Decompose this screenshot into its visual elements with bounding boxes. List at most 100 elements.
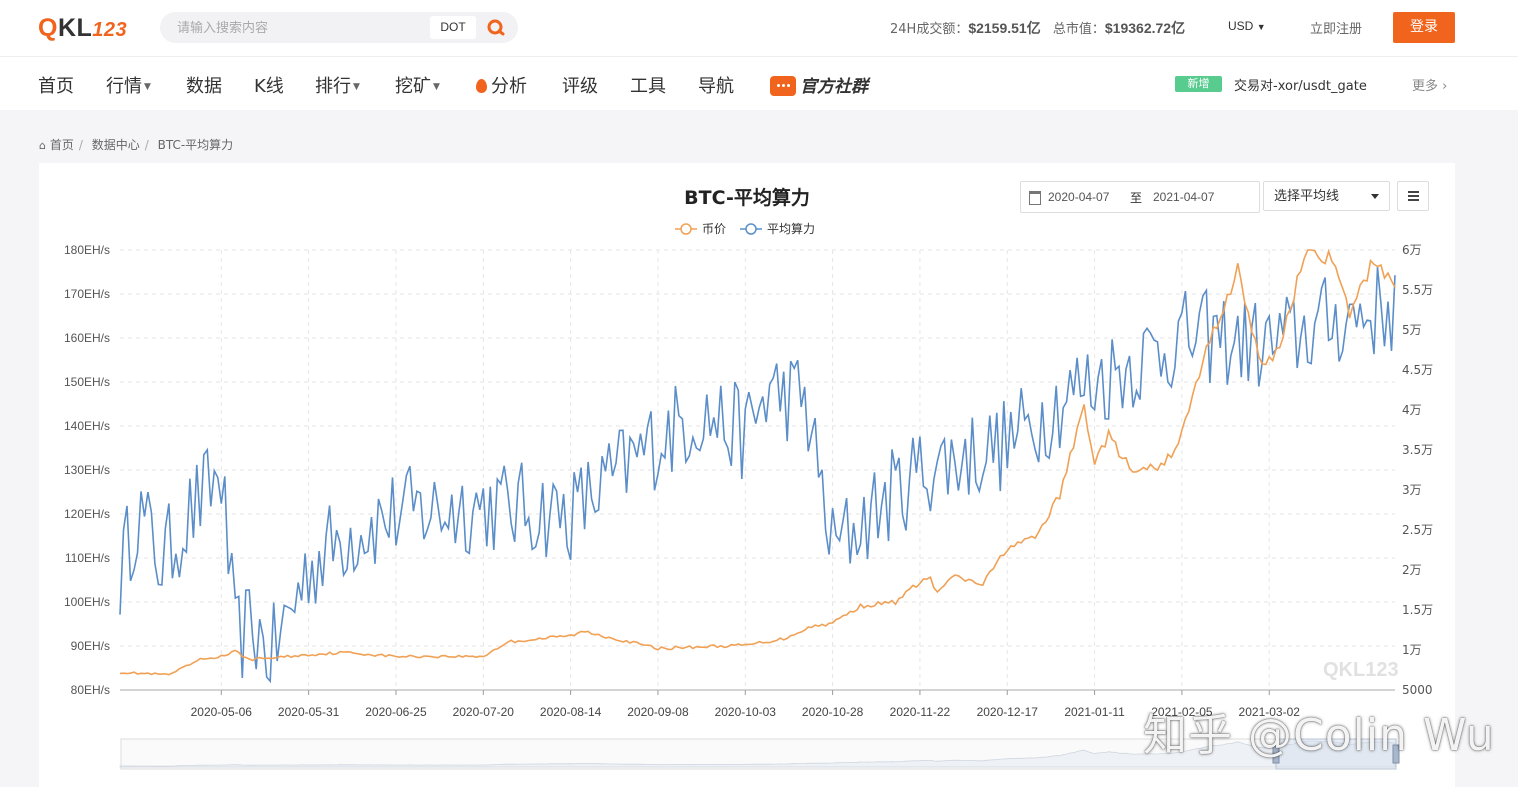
x-tick-label: 2020-07-20	[453, 705, 515, 719]
y-right-tick-label: 1万	[1402, 643, 1422, 657]
x-tick-label: 2020-10-28	[802, 705, 864, 719]
date-range-picker[interactable]: 2020-04-07 至 2021-04-07	[1020, 181, 1260, 213]
series-line-hashrate	[119, 267, 1396, 684]
chat-bubble-icon	[770, 76, 796, 96]
caret-down-icon: ▼	[353, 82, 360, 92]
nav-tools[interactable]: 工具	[630, 76, 666, 97]
y-right-tick-label: 6万	[1402, 243, 1422, 257]
calendar-icon	[1029, 191, 1041, 205]
y-right-tick-label: 3.5万	[1402, 443, 1433, 457]
market-stats: 24H成交额：$2159.51亿 总市值：$19362.72亿	[890, 18, 1185, 38]
nav-market[interactable]: 行情 ▼	[106, 76, 151, 97]
search-box: DOT	[160, 12, 518, 45]
flame-icon	[476, 79, 487, 93]
volume-label: 24H成交额：	[890, 22, 969, 37]
caret-down-icon: ▼	[144, 82, 151, 92]
x-tick-label: 2021-03-02	[1239, 705, 1301, 719]
mcap-value: $19362.72亿	[1104, 20, 1186, 36]
register-link[interactable]: 立即注册	[1310, 22, 1363, 37]
nav-ranking[interactable]: 排行 ▼	[315, 76, 360, 97]
x-tick-label: 2020-05-31	[278, 705, 340, 719]
top-header: QKL123 DOT 24H成交额：$2159.51亿 总市值：$19362.7…	[0, 0, 1518, 56]
y-left-tick-label: 90EH/s	[71, 639, 110, 653]
y-left-tick-label: 160EH/s	[64, 331, 110, 345]
legend-label: 平均算力	[767, 221, 815, 236]
zoom-window	[1275, 738, 1397, 770]
main-nav: 首页 行情 ▼ 数据 K线 排行 ▼ 挖矿 ▼ 分析 评级 工具 导航 官方社群 新增…	[0, 56, 1518, 110]
zoom-handle-right	[1392, 744, 1400, 764]
nav-home[interactable]: 首页	[38, 76, 74, 97]
y-left-tick-label: 170EH/s	[64, 287, 110, 301]
caret-down-icon	[1371, 194, 1379, 199]
y-left-tick-label: 80EH/s	[71, 683, 110, 697]
nav-rating[interactable]: 评级	[562, 76, 598, 97]
y-left-tick-label: 130EH/s	[64, 463, 110, 477]
y-left-tick-label: 110EH/s	[65, 551, 110, 565]
chart-menu-button[interactable]	[1397, 181, 1429, 211]
x-tick-label: 2020-05-06	[191, 705, 253, 719]
zoom-preview	[119, 740, 1396, 768]
caret-down-icon: ▼	[1256, 22, 1266, 32]
caret-down-icon: ▼	[433, 82, 440, 92]
date-from[interactable]: 2020-04-07	[1048, 190, 1110, 204]
site-logo[interactable]: QKL123	[38, 14, 128, 42]
x-tick-label: 2020-09-08	[627, 705, 689, 719]
x-tick-label: 2020-12-17	[977, 705, 1039, 719]
date-to[interactable]: 2021-04-07	[1153, 190, 1215, 204]
x-tick-label: 2020-08-14	[540, 705, 602, 719]
chevron-right-icon: ›	[1442, 79, 1448, 94]
nav-data[interactable]: 数据	[186, 76, 222, 97]
y-right-tick-label: 2.5万	[1402, 523, 1433, 537]
y-right-tick-label: 5.5万	[1402, 283, 1433, 297]
y-left-tick-label: 140EH/s	[64, 419, 110, 433]
legend-item-0: 币价	[675, 222, 726, 236]
y-right-tick-label: 2万	[1402, 563, 1422, 577]
y-right-tick-label: 4万	[1402, 403, 1422, 417]
legend-item-1: 平均算力	[740, 221, 815, 236]
zoom-handle-left	[1272, 744, 1280, 764]
y-right-tick-label: 5万	[1402, 323, 1422, 337]
y-left-tick-label: 100EH/s	[64, 595, 110, 609]
x-tick-label: 2021-02-05	[1151, 705, 1213, 719]
breadcrumb-current: BTC-平均算力	[157, 138, 234, 152]
legend-marker	[680, 223, 692, 235]
nav-community[interactable]: 官方社群	[770, 72, 868, 97]
currency-select[interactable]: USD ▼	[1228, 19, 1266, 33]
legend-marker	[745, 223, 757, 235]
x-tick-label: 2020-10-03	[715, 705, 777, 719]
y-right-tick-label: 4.5万	[1402, 363, 1433, 377]
y-right-tick-label: 3万	[1402, 483, 1422, 497]
breadcrumb: ⌂ 首页 / 数据中心 / BTC-平均算力	[39, 138, 234, 152]
new-badge: 新增	[1175, 76, 1222, 92]
series-line-price	[119, 248, 1396, 676]
moving-average-select[interactable]: 选择平均线	[1263, 181, 1390, 211]
date-separator: 至	[1130, 191, 1143, 205]
nav-analysis[interactable]: 分析	[476, 72, 527, 98]
x-tick-label: 2020-06-25	[365, 705, 427, 719]
search-icon[interactable]	[486, 18, 506, 38]
chart-logo-watermark: QKL123	[1323, 659, 1399, 681]
chart-card: 2020-04-07 至 2021-04-07 选择平均线 BTC-平均算力币价…	[39, 163, 1455, 787]
y-left-tick-label: 180EH/s	[64, 243, 110, 257]
nav-kline[interactable]: K线	[254, 76, 284, 97]
volume-value: $2159.51亿	[968, 20, 1041, 36]
news-ticker-link[interactable]: 交易对-xor/usdt_gate	[1234, 79, 1367, 94]
legend-label: 币价	[702, 222, 726, 236]
breadcrumb-data-center[interactable]: 数据中心	[91, 138, 140, 152]
x-tick-label: 2021-01-11	[1064, 705, 1125, 719]
login-button[interactable]: 登录	[1393, 12, 1455, 43]
data-zoom-slider	[119, 738, 1400, 770]
home-icon: ⌂	[39, 139, 46, 152]
nav-navigation[interactable]: 导航	[698, 76, 734, 97]
mcap-label: 总市值：	[1052, 22, 1105, 37]
breadcrumb-home[interactable]: 首页	[49, 138, 74, 152]
chart-title: BTC-平均算力	[684, 186, 810, 209]
search-input[interactable]	[175, 12, 419, 45]
y-left-tick-label: 150EH/s	[64, 375, 110, 389]
y-right-tick-label: 5000	[1402, 683, 1433, 697]
nav-mining[interactable]: 挖矿 ▼	[395, 76, 440, 97]
x-tick-label: 2020-11-22	[890, 705, 951, 719]
search-hot-tag[interactable]: DOT	[430, 16, 476, 39]
more-link[interactable]: 更多 ›	[1412, 79, 1448, 94]
